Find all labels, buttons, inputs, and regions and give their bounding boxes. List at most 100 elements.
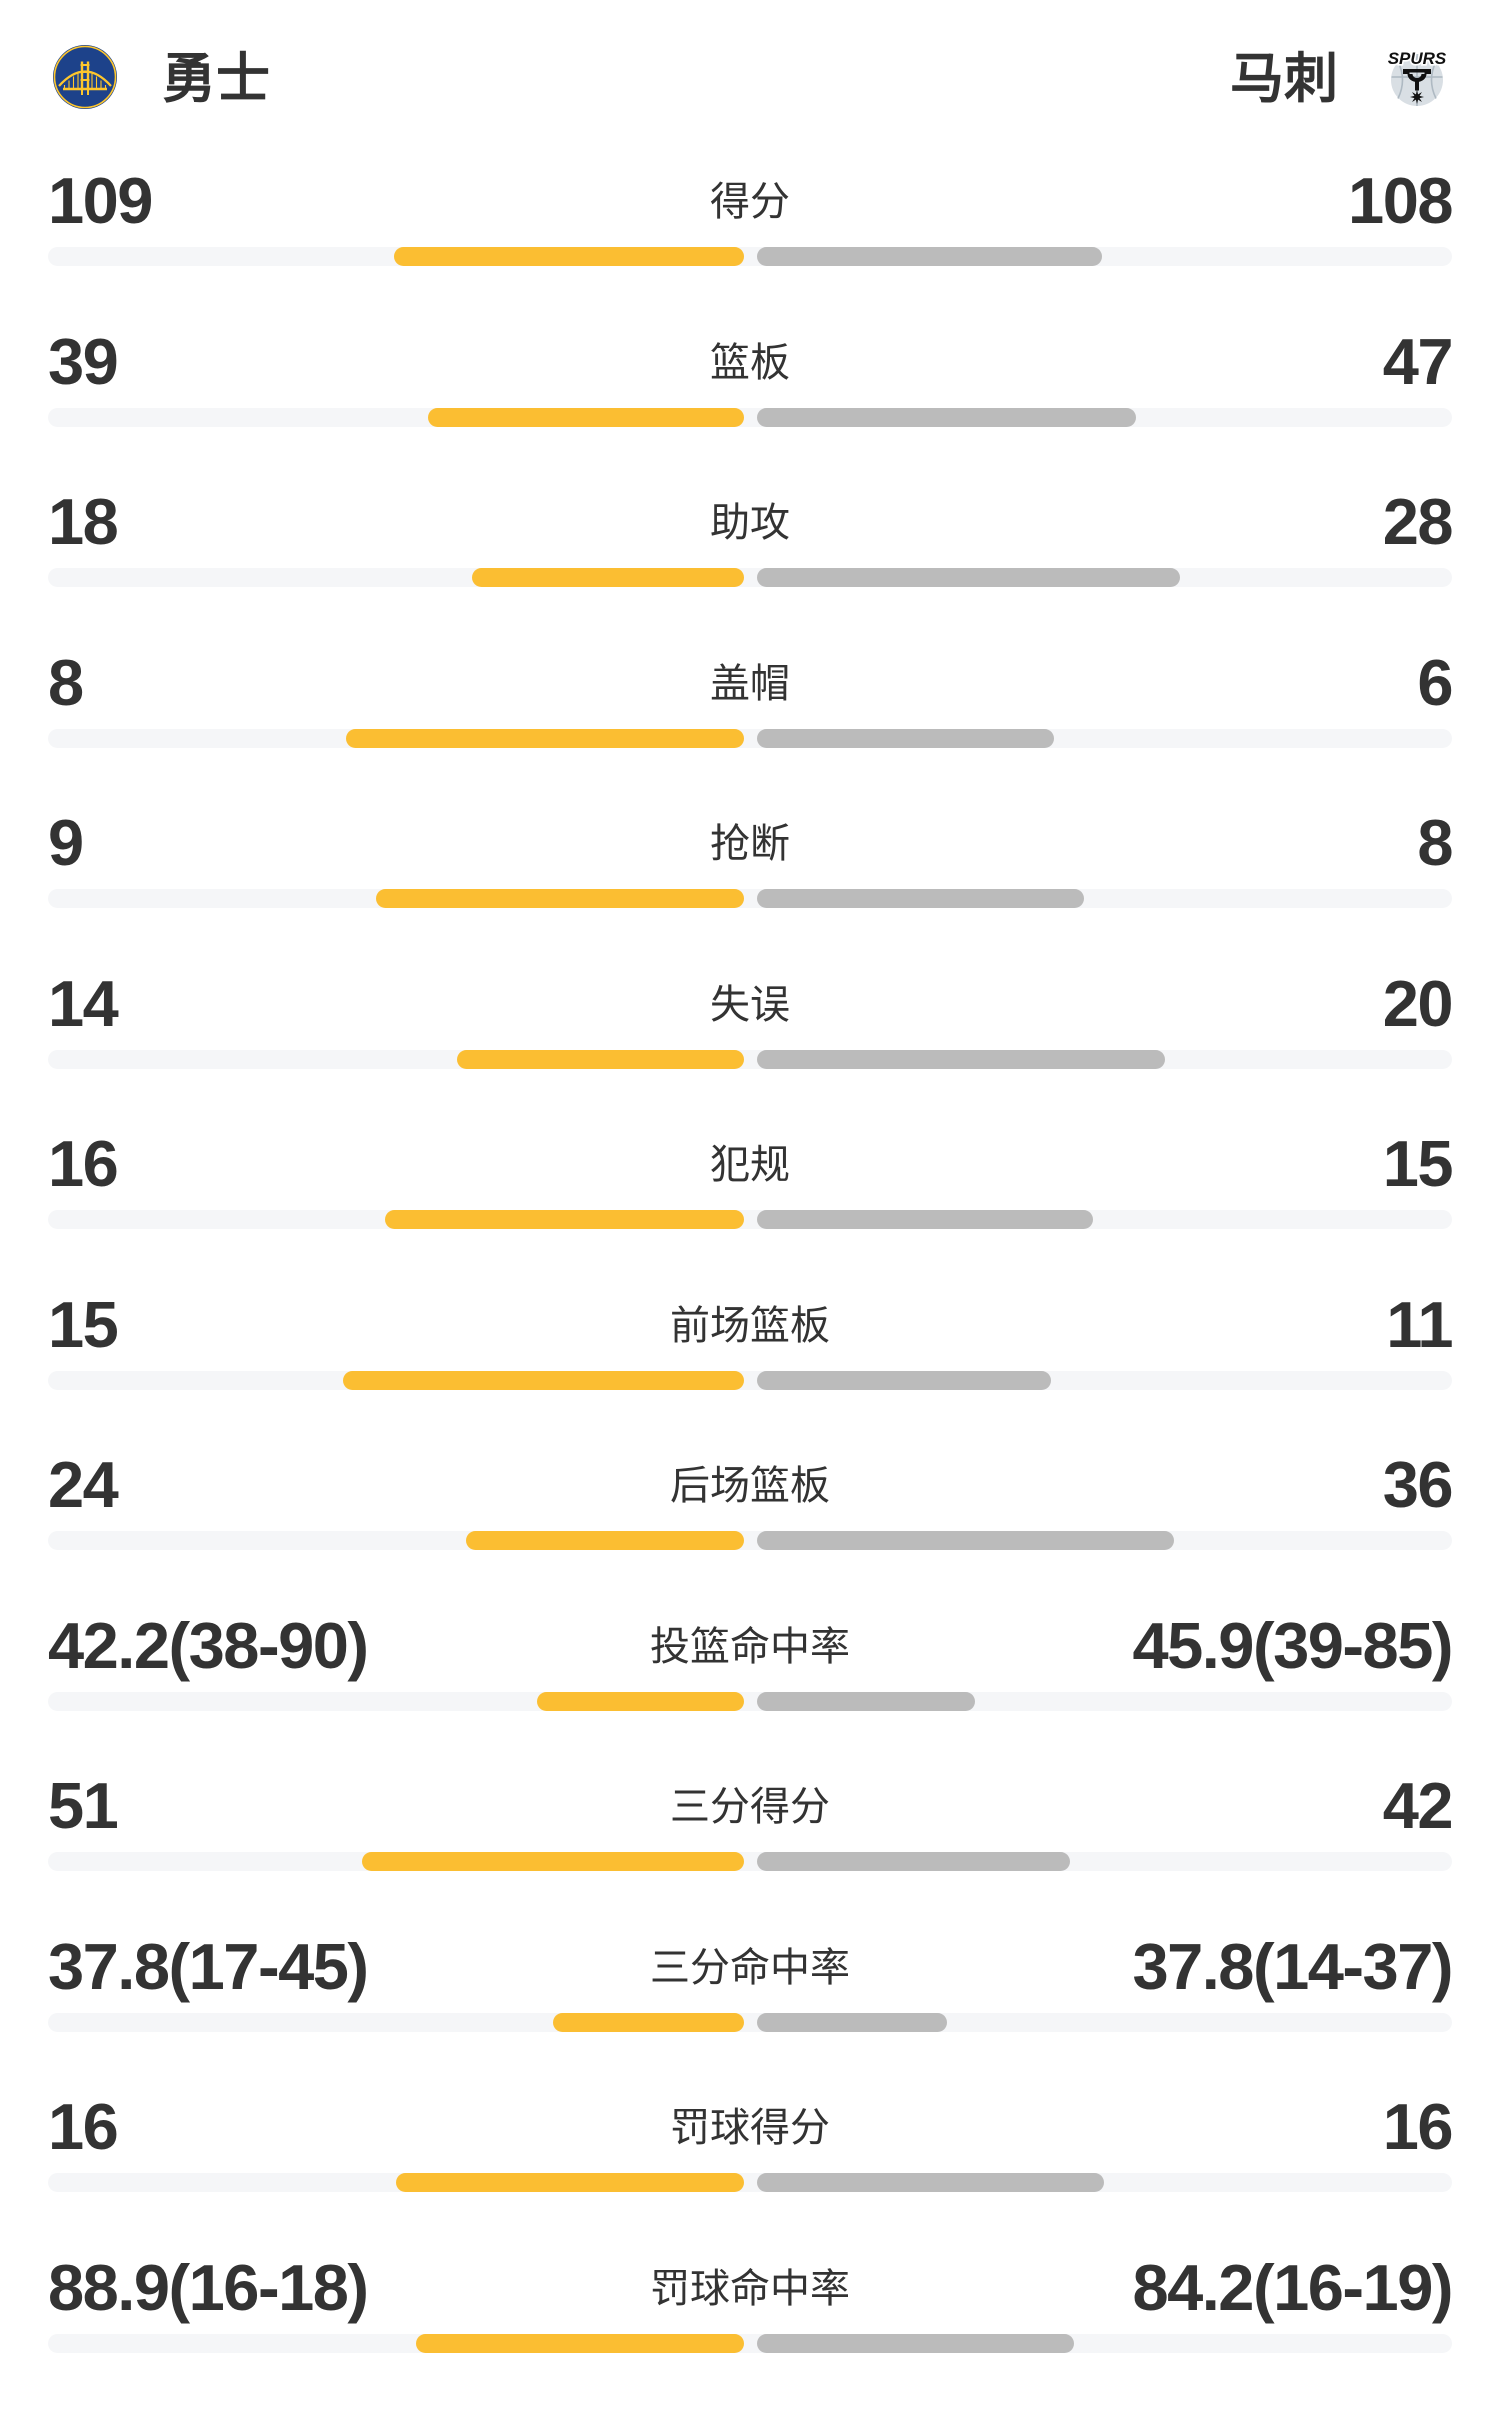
stat-bar-track <box>48 568 1452 587</box>
home-bar <box>428 408 743 427</box>
stat-bar-track <box>48 1852 1452 1871</box>
home-value: 109 <box>48 168 152 233</box>
home-value: 37.8(17-45) <box>48 1934 368 1999</box>
away-bar <box>757 2334 1075 2353</box>
stat-row-free-throw-points: 16 罚球得分 16 <box>48 2103 1452 2264</box>
stat-bar-track <box>48 247 1452 266</box>
home-value: 15 <box>48 1292 117 1357</box>
stat-label: 罚球得分 <box>670 2105 830 2151</box>
home-value: 88.9(16-18) <box>48 2255 368 2320</box>
stat-row-three-point-points: 51 三分得分 42 <box>48 1782 1452 1943</box>
away-value: 20 <box>1383 971 1452 1036</box>
stat-label: 三分命中率 <box>650 1945 850 1991</box>
away-bar <box>757 1371 1051 1390</box>
away-bar <box>757 1050 1166 1069</box>
away-value: 42 <box>1383 1773 1452 1838</box>
stat-bar-track <box>48 408 1452 427</box>
away-bar <box>757 1210 1093 1229</box>
home-value: 14 <box>48 971 117 1036</box>
stat-label: 投篮命中率 <box>650 1624 850 1670</box>
away-value: 37.8(14-37) <box>1132 1934 1452 1999</box>
away-bar <box>757 2173 1105 2192</box>
home-bar <box>396 2173 744 2192</box>
stat-row-three-point-pct: 37.8(17-45) 三分命中率 37.8(14-37) <box>48 1943 1452 2104</box>
home-bar <box>553 2013 744 2032</box>
away-value: 47 <box>1383 329 1452 394</box>
warriors-logo-icon <box>52 44 118 115</box>
stat-row-blocks: 8 盖帽 6 <box>48 659 1452 820</box>
stat-row-assists: 18 助攻 28 <box>48 498 1452 659</box>
away-value: 6 <box>1417 650 1452 715</box>
away-value: 11 <box>1386 1292 1452 1357</box>
away-team: 马刺 SPURS <box>1230 42 1452 117</box>
away-value: 16 <box>1383 2094 1452 2159</box>
stat-label: 助攻 <box>710 500 790 546</box>
stat-label: 抢断 <box>710 821 790 867</box>
home-bar <box>346 729 743 748</box>
home-bar <box>472 568 744 587</box>
stat-label: 得分 <box>710 179 790 225</box>
stat-row-offensive-rebounds: 15 前场篮板 11 <box>48 1301 1452 1462</box>
away-value: 45.9(39-85) <box>1132 1613 1452 1678</box>
home-value: 8 <box>48 650 83 715</box>
stat-bar-track <box>48 1210 1452 1229</box>
stat-bar-track <box>48 1531 1452 1550</box>
stat-label: 犯规 <box>710 1142 790 1188</box>
home-bar <box>537 1692 743 1711</box>
stat-row-defensive-rebounds: 24 后场篮板 36 <box>48 1461 1452 1622</box>
away-bar <box>757 247 1103 266</box>
stat-row-fouls: 16 犯规 15 <box>48 1140 1452 1301</box>
stat-label: 篮板 <box>710 340 790 386</box>
away-value: 28 <box>1383 489 1452 554</box>
home-team-name: 勇士 <box>162 43 270 115</box>
away-team-name: 马刺 <box>1230 43 1338 115</box>
stat-label: 后场篮板 <box>670 1463 830 1509</box>
home-bar <box>466 1531 744 1550</box>
away-bar <box>757 1531 1174 1550</box>
stat-bar-track <box>48 2013 1452 2032</box>
stat-bar-track <box>48 1692 1452 1711</box>
away-value: 8 <box>1417 810 1452 875</box>
away-bar <box>757 729 1055 748</box>
stat-label: 罚球命中率 <box>650 2266 850 2312</box>
home-bar <box>385 1210 744 1229</box>
stat-row-points: 109 得分 108 <box>48 177 1452 338</box>
home-team: 勇士 <box>52 43 270 115</box>
home-value: 39 <box>48 329 117 394</box>
svg-text:SPURS: SPURS <box>1388 49 1447 68</box>
home-value: 42.2(38-90) <box>48 1613 368 1678</box>
stat-label: 失误 <box>710 982 790 1028</box>
stat-row-steals: 9 抢断 8 <box>48 819 1452 980</box>
away-bar <box>757 889 1084 908</box>
stat-row-rebounds: 39 篮板 47 <box>48 338 1452 499</box>
header: 勇士 马刺 SPURS <box>0 0 1500 115</box>
home-value: 18 <box>48 489 117 554</box>
stat-label: 盖帽 <box>710 661 790 707</box>
stat-row-field-goal-pct: 42.2(38-90) 投篮命中率 45.9(39-85) <box>48 1622 1452 1783</box>
stat-label: 前场篮板 <box>670 1303 830 1349</box>
away-value: 36 <box>1383 1452 1452 1517</box>
home-bar <box>376 889 744 908</box>
stat-bar-track <box>48 1050 1452 1069</box>
away-bar <box>757 1852 1071 1871</box>
away-value: 15 <box>1383 1131 1452 1196</box>
home-bar <box>394 247 743 266</box>
away-value: 108 <box>1348 168 1452 233</box>
home-bar <box>362 1852 743 1871</box>
stat-label: 三分得分 <box>670 1784 830 1830</box>
away-bar <box>757 568 1180 587</box>
away-bar <box>757 2013 948 2032</box>
spurs-logo-icon: SPURS <box>1382 42 1452 117</box>
home-value: 16 <box>48 2094 117 2159</box>
stat-bar-track <box>48 889 1452 908</box>
home-value: 51 <box>48 1773 117 1838</box>
stat-bar-track <box>48 2334 1452 2353</box>
home-bar <box>343 1371 744 1390</box>
home-value: 16 <box>48 1131 117 1196</box>
away-bar <box>757 1692 976 1711</box>
home-value: 9 <box>48 810 83 875</box>
stat-bar-track <box>48 729 1452 748</box>
stat-row-turnovers: 14 失误 20 <box>48 980 1452 1141</box>
home-bar <box>416 2334 743 2353</box>
away-value: 84.2(16-19) <box>1132 2255 1452 2320</box>
